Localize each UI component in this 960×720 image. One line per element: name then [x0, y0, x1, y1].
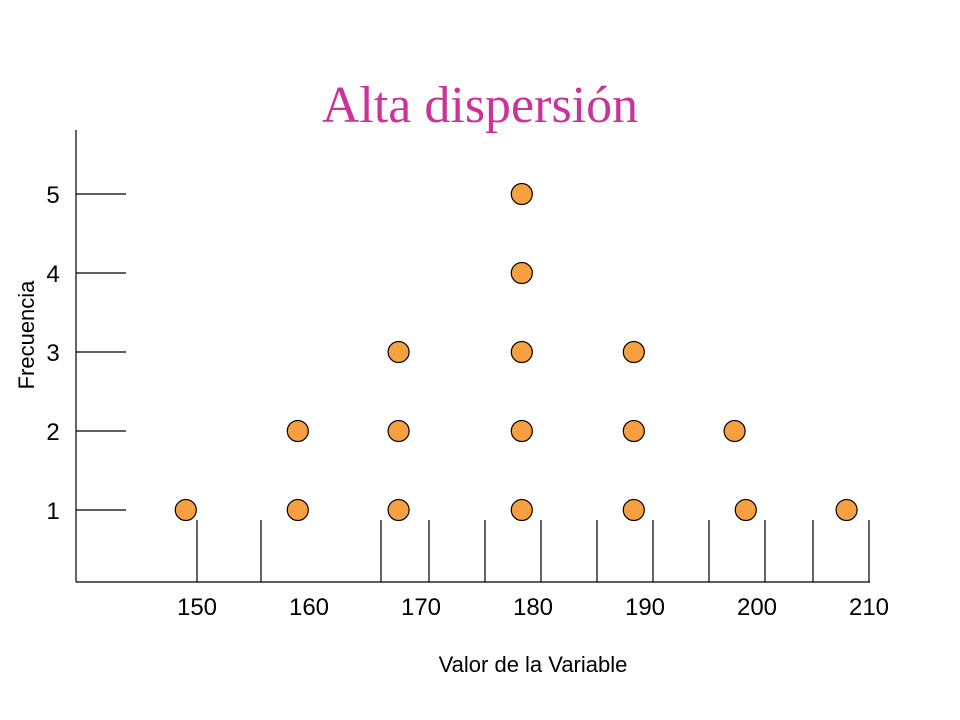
data-point: [723, 419, 746, 443]
data-point: [286, 498, 309, 522]
data-point: [734, 498, 757, 522]
x-tick-label: 200: [737, 594, 777, 621]
y-tick-label: 3: [46, 340, 59, 367]
data-point: [510, 419, 533, 443]
data-points: [174, 182, 858, 522]
data-point: [510, 261, 533, 285]
data-point: [622, 419, 645, 443]
chart-title: Alta dispersión: [322, 77, 638, 134]
data-point: [622, 340, 645, 364]
data-point: [510, 340, 533, 364]
y-tick-label: 1: [46, 498, 59, 525]
x-tick-label: 150: [177, 594, 217, 621]
data-point: [387, 419, 410, 443]
x-tick-label: 170: [401, 594, 441, 621]
data-point: [510, 182, 533, 206]
y-tick-label: 2: [46, 419, 59, 446]
data-point: [387, 498, 410, 522]
data-point: [622, 498, 645, 522]
x-tick-label: 160: [289, 594, 329, 621]
y-axis-ticks: 1 2 3 4 5: [46, 182, 126, 525]
y-axis-label: Frecuencia: [14, 280, 39, 390]
x-tick-label: 190: [625, 594, 665, 621]
data-point: [174, 498, 197, 522]
data-point: [286, 419, 309, 443]
data-point: [835, 498, 858, 522]
x-axis-label: Valor de la Variable: [439, 652, 628, 677]
y-tick-label: 5: [46, 182, 59, 209]
x-tick-label: 180: [513, 594, 553, 621]
y-tick-label: 4: [46, 261, 59, 288]
x-tick-label: 210: [849, 594, 889, 621]
data-point: [387, 340, 410, 364]
x-axis-separators: [196, 520, 870, 582]
x-axis-ticks: 150 160 170 180 190 200 210: [177, 594, 889, 621]
data-point: [510, 498, 533, 522]
